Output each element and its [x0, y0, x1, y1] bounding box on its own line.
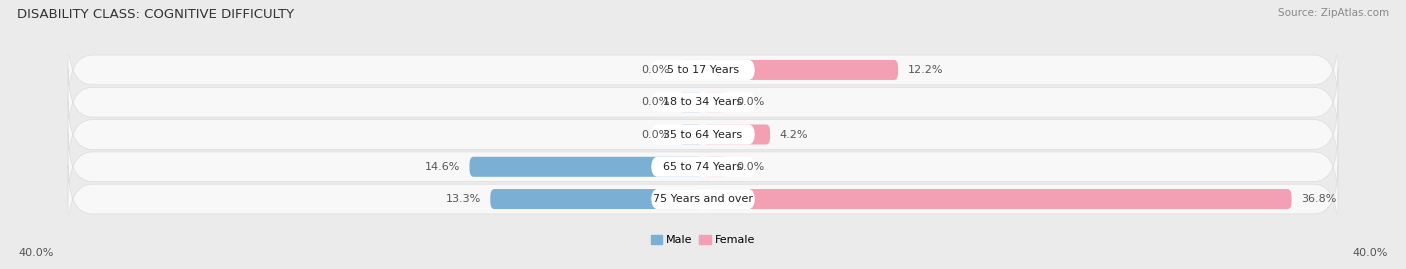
FancyBboxPatch shape	[67, 101, 1339, 168]
Text: 4.2%: 4.2%	[780, 129, 808, 140]
FancyBboxPatch shape	[651, 92, 755, 112]
Text: 0.0%: 0.0%	[737, 162, 765, 172]
Text: 14.6%: 14.6%	[425, 162, 460, 172]
FancyBboxPatch shape	[679, 92, 703, 112]
FancyBboxPatch shape	[67, 133, 1339, 200]
FancyBboxPatch shape	[703, 189, 1292, 209]
Text: 40.0%: 40.0%	[18, 248, 53, 258]
FancyBboxPatch shape	[651, 189, 755, 209]
Text: 35 to 64 Years: 35 to 64 Years	[664, 129, 742, 140]
FancyBboxPatch shape	[651, 125, 755, 144]
FancyBboxPatch shape	[470, 157, 703, 177]
Legend: Male, Female: Male, Female	[651, 235, 755, 245]
Text: DISABILITY CLASS: COGNITIVE DIFFICULTY: DISABILITY CLASS: COGNITIVE DIFFICULTY	[17, 8, 294, 21]
FancyBboxPatch shape	[703, 157, 727, 177]
Text: 0.0%: 0.0%	[641, 65, 669, 75]
FancyBboxPatch shape	[703, 60, 898, 80]
Text: 65 to 74 Years: 65 to 74 Years	[664, 162, 742, 172]
Text: 12.2%: 12.2%	[908, 65, 943, 75]
Text: Source: ZipAtlas.com: Source: ZipAtlas.com	[1278, 8, 1389, 18]
Text: 5 to 17 Years: 5 to 17 Years	[666, 65, 740, 75]
FancyBboxPatch shape	[703, 92, 727, 112]
Text: 18 to 34 Years: 18 to 34 Years	[664, 97, 742, 107]
Text: 75 Years and over: 75 Years and over	[652, 194, 754, 204]
FancyBboxPatch shape	[679, 60, 703, 80]
Text: 36.8%: 36.8%	[1301, 194, 1337, 204]
FancyBboxPatch shape	[679, 125, 703, 144]
FancyBboxPatch shape	[67, 36, 1339, 104]
FancyBboxPatch shape	[651, 157, 755, 177]
FancyBboxPatch shape	[651, 60, 755, 80]
Text: 0.0%: 0.0%	[737, 97, 765, 107]
FancyBboxPatch shape	[703, 125, 770, 144]
FancyBboxPatch shape	[491, 189, 703, 209]
Text: 0.0%: 0.0%	[641, 129, 669, 140]
FancyBboxPatch shape	[67, 69, 1339, 136]
Text: 13.3%: 13.3%	[446, 194, 481, 204]
Text: 40.0%: 40.0%	[1353, 248, 1388, 258]
Text: 0.0%: 0.0%	[641, 97, 669, 107]
FancyBboxPatch shape	[67, 165, 1339, 233]
